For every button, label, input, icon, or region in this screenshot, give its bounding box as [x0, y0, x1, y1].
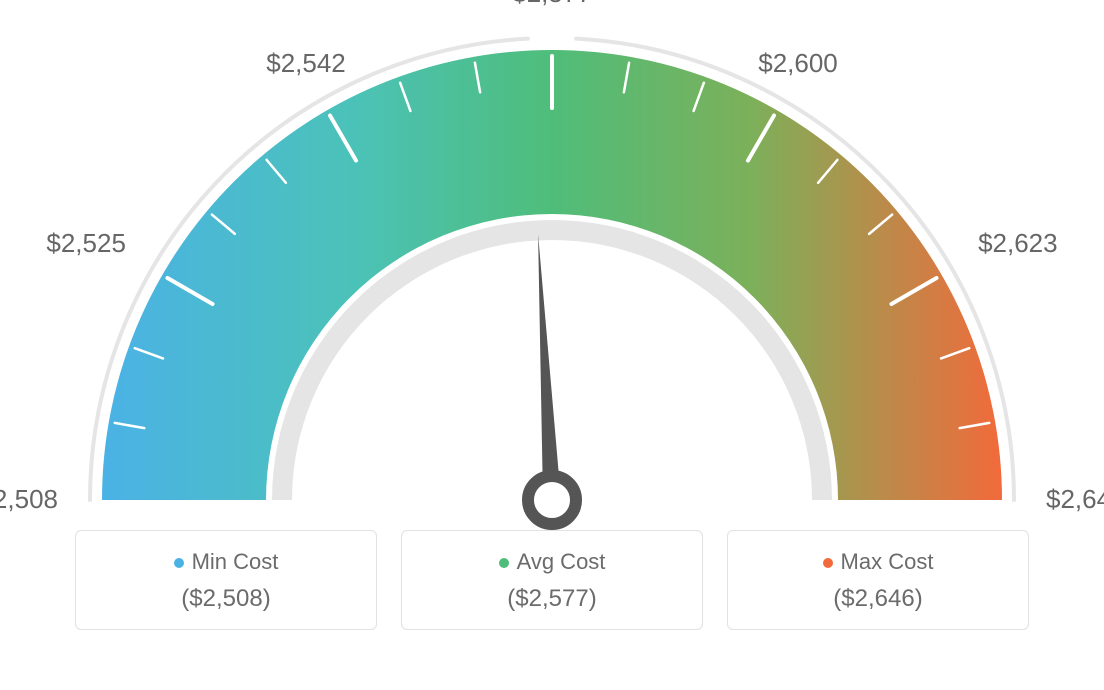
svg-text:$2,577: $2,577: [512, 0, 592, 8]
min-dot: [174, 558, 184, 568]
svg-text:$2,525: $2,525: [46, 228, 126, 258]
avg-cost-label: Avg Cost: [517, 549, 606, 574]
avg-cost-card: Avg Cost ($2,577): [401, 530, 703, 630]
svg-text:$2,542: $2,542: [266, 48, 346, 78]
max-cost-value: ($2,646): [728, 585, 1028, 613]
min-cost-value: ($2,508): [76, 585, 376, 613]
max-cost-card: Max Cost ($2,646): [727, 530, 1029, 630]
min-cost-label: Min Cost: [192, 549, 279, 574]
gauge-svg: $2,508 $2,525 $2,542 $2,577 $2,600 $2,623 $2,6…: [0, 0, 1104, 540]
avg-cost-value: ($2,577): [402, 585, 702, 613]
cost-gauge: $2,508 $2,525 $2,542 $2,577 $2,600 $2,623 $2,6…: [0, 0, 1104, 540]
min-cost-label-row: Min Cost: [76, 549, 376, 575]
max-cost-label-row: Max Cost: [728, 549, 1028, 575]
avg-dot: [499, 558, 509, 568]
max-cost-label: Max Cost: [841, 549, 934, 574]
svg-text:$2,646: $2,646: [1046, 484, 1104, 514]
svg-text:$2,508: $2,508: [0, 484, 58, 514]
avg-cost-label-row: Avg Cost: [402, 549, 702, 575]
cost-cards: Min Cost ($2,508) Avg Cost ($2,577) Max …: [0, 530, 1104, 630]
svg-text:$2,623: $2,623: [978, 228, 1058, 258]
svg-text:$2,600: $2,600: [758, 48, 838, 78]
min-cost-card: Min Cost ($2,508): [75, 530, 377, 630]
max-dot: [823, 558, 833, 568]
